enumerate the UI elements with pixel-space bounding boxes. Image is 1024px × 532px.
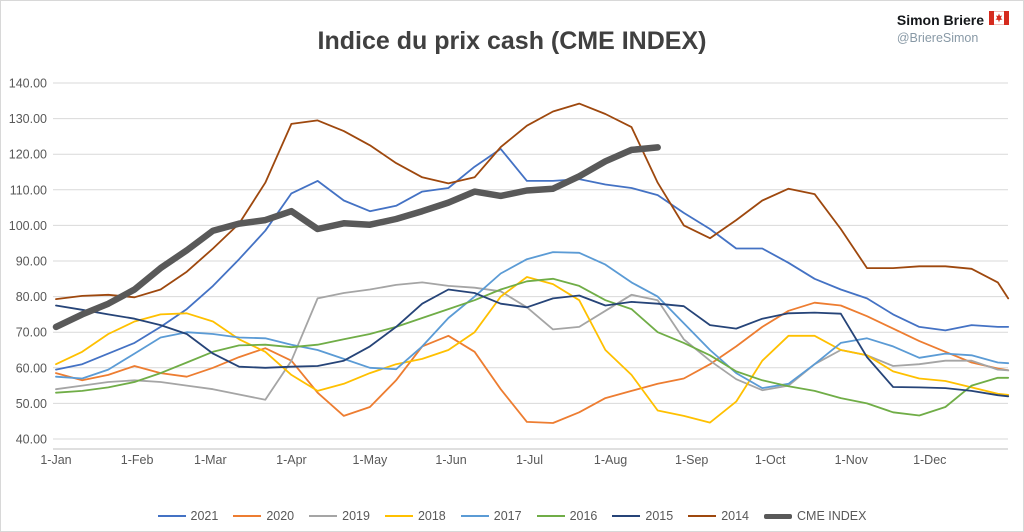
- y-axis-tick-label: 80.00: [16, 290, 47, 304]
- legend-item-cme-index: CME INDEX: [764, 509, 866, 523]
- x-axis-tick-label: 1-Aug: [594, 453, 627, 467]
- y-axis-tick-label: 60.00: [16, 361, 47, 375]
- series-line-2020: [55, 301, 1010, 424]
- legend-label: 2016: [569, 509, 598, 523]
- series-line-2017: [55, 251, 1010, 389]
- legend-swatch: [688, 515, 717, 517]
- series-line-2016: [55, 277, 1010, 417]
- legend-item-2018: 2018: [384, 509, 446, 523]
- legend-swatch: [460, 515, 489, 517]
- legend-item-2019: 2019: [309, 509, 370, 523]
- legend-label: 2014: [721, 509, 750, 523]
- x-axis-tick-label: 1-Sep: [675, 453, 708, 467]
- legend-label: 2015: [645, 509, 674, 523]
- y-axis-tick-label: 90.00: [16, 255, 47, 269]
- legend-label: 2017: [493, 509, 522, 523]
- legend-label: 2018: [417, 509, 446, 523]
- y-axis-tick-label: 120.00: [9, 148, 47, 162]
- legend-swatch: [384, 515, 413, 517]
- author-attribution: Simon Briere @BriereSimon: [896, 10, 1010, 47]
- y-axis-tick-label: 110.00: [10, 183, 47, 197]
- chart-legend: 2021 2020 2019 2018 2017 2016 2015 2014 CME INDE…: [1, 509, 1023, 523]
- chart-title: Indice du prix cash (CME INDEX): [317, 27, 707, 55]
- y-axis-tick-label: 40.00: [16, 433, 47, 447]
- legend-item-2017: 2017: [460, 509, 522, 523]
- x-axis-tick-label: 1-Mar: [194, 453, 227, 467]
- series-line-2015: [55, 288, 1010, 398]
- legend-swatch: [612, 515, 641, 517]
- y-axis-tick-label: 50.00: [16, 397, 47, 411]
- series-line-2021: [55, 148, 1010, 371]
- legend-swatch: [309, 515, 338, 517]
- x-axis-tick-label: 1-Dec: [913, 453, 946, 467]
- legend-label: CME INDEX: [797, 509, 867, 523]
- legend-swatch: [764, 513, 793, 519]
- legend-item-2016: 2016: [536, 509, 598, 523]
- legend-label: 2019: [342, 509, 370, 523]
- legend-swatch: [157, 515, 186, 517]
- x-axis-tick-label: 1-Jul: [516, 453, 543, 467]
- canada-flag-icon: [988, 10, 1010, 31]
- legend-item-2021: 2021: [157, 509, 219, 523]
- x-axis-tick-label: 1-May: [353, 453, 388, 467]
- series-line-2019: [55, 281, 1010, 401]
- y-axis-tick-label: 100.00: [9, 219, 47, 233]
- x-axis-tick-label: 1-Oct: [755, 453, 786, 467]
- author-name: Simon Briere: [896, 12, 984, 29]
- x-axis-tick-label: 1-Nov: [835, 453, 869, 467]
- author-handle: @BriereSimon: [896, 31, 979, 45]
- y-axis-tick-label: 130.00: [9, 112, 47, 126]
- legend-label: 2020: [266, 509, 295, 523]
- x-axis-tick-label: 1-Apr: [276, 453, 307, 467]
- legend-swatch: [536, 515, 565, 517]
- x-axis-tick-label: 1-Jan: [40, 453, 71, 467]
- y-axis-tick-label: 140.00: [9, 77, 47, 91]
- series-line-cme-index: [52, 144, 661, 331]
- legend-label: 2021: [190, 509, 219, 523]
- y-axis-tick-label: 70.00: [16, 326, 47, 340]
- legend-item-2014: 2014: [688, 509, 749, 523]
- series-line-2014: [55, 102, 1010, 300]
- x-axis-tick-label: 1-Feb: [121, 453, 154, 467]
- legend-item-2015: 2015: [612, 509, 673, 523]
- legend-swatch: [233, 515, 262, 517]
- x-axis-tick-label: 1-Jun: [435, 453, 466, 467]
- legend-item-2020: 2020: [233, 509, 294, 523]
